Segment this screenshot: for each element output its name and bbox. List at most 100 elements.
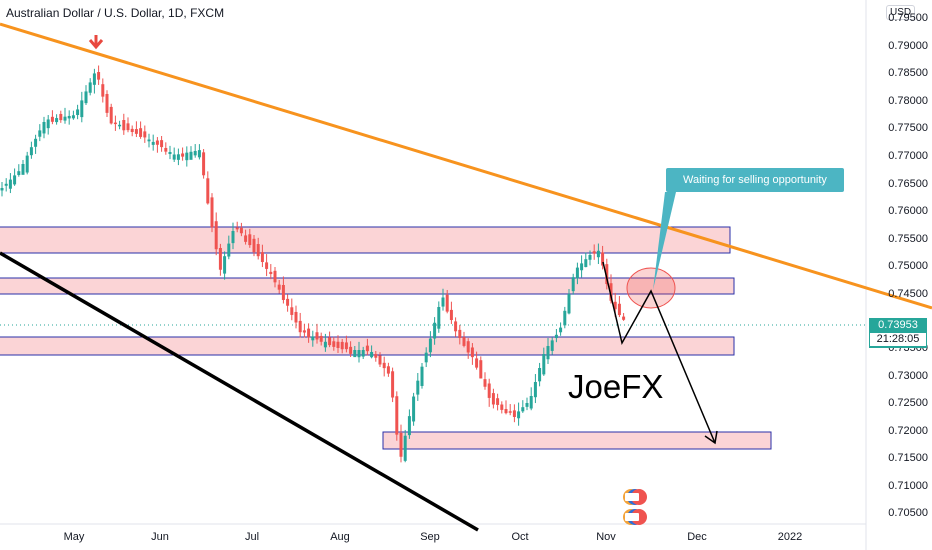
candle-body [302, 330, 306, 333]
candle-body [454, 321, 458, 332]
candle-body [483, 379, 487, 387]
candle-body [601, 252, 605, 266]
candle-body [458, 329, 462, 339]
projection-arrowhead [704, 430, 718, 445]
candle-body [181, 153, 185, 157]
highlight-circle[interactable] [626, 267, 676, 309]
price-axis-label: 0.75000 [888, 260, 928, 272]
candle-body [328, 337, 332, 346]
candle-body [97, 72, 101, 80]
candle-body [29, 147, 33, 156]
time-axis-label: 2022 [777, 531, 803, 543]
candle-body [63, 116, 67, 121]
candle-body [466, 341, 470, 353]
candle-body [416, 380, 420, 395]
price-axis-label: 0.72000 [888, 425, 928, 437]
candle-body [189, 151, 193, 160]
candle-body [147, 139, 151, 142]
candle-body [525, 403, 529, 407]
candle-body [290, 307, 294, 315]
candle-body [269, 271, 273, 275]
candle-body [227, 243, 231, 257]
resistance-zone-lower[interactable] [0, 277, 735, 295]
price-axis-label: 0.74500 [888, 288, 928, 300]
price-axis-label: 0.79500 [888, 12, 928, 24]
candle-body [386, 366, 390, 374]
candle-body [609, 283, 613, 301]
candle-body [395, 396, 399, 435]
candle-body [122, 120, 126, 131]
candle-body [231, 231, 235, 244]
candle-body [617, 303, 621, 316]
time-axis-label: May [63, 531, 85, 543]
candle-body [521, 407, 525, 412]
candle-body [399, 432, 403, 457]
candle-body [315, 332, 319, 340]
candle-body [491, 393, 495, 405]
candle-body [176, 154, 180, 160]
candle-body [235, 227, 239, 230]
candle-body [487, 383, 491, 398]
candle-body [46, 119, 50, 129]
candle-body [210, 197, 214, 228]
currency-button[interactable]: USD [886, 5, 916, 20]
price-axis-label: 0.78500 [888, 67, 928, 79]
callout-box[interactable]: Waiting for selling opportunity [666, 168, 844, 192]
candle-body [508, 411, 512, 413]
price-axis-label: 0.75500 [888, 233, 928, 245]
candle-body [155, 140, 159, 145]
candle-body [378, 355, 382, 365]
candle-body [445, 294, 449, 312]
orange-trendline[interactable] [0, 22, 932, 310]
candle-body [59, 113, 63, 121]
candle-body [542, 354, 546, 375]
current-price-value: 0.73953 [878, 319, 918, 331]
price-axis-label: 0.71000 [888, 480, 928, 492]
candle-body [332, 341, 336, 347]
candle-body [349, 346, 353, 354]
candle-body [126, 123, 130, 131]
candle-body [412, 396, 416, 422]
candle-body [475, 358, 479, 368]
candle-body [517, 411, 521, 419]
time-axis-label: Jul [244, 531, 260, 543]
candle-body [479, 360, 483, 379]
resistance-zone-upper[interactable] [0, 226, 731, 254]
candle-body [298, 320, 302, 333]
candle-body [580, 263, 584, 271]
candle-body [277, 284, 281, 290]
candle-body [281, 284, 285, 300]
candle-body [34, 138, 38, 147]
candle-body [239, 227, 243, 234]
candle-body [353, 350, 357, 358]
target-zone[interactable] [382, 431, 772, 450]
time-axis-label: Aug [330, 531, 350, 543]
candle-body [336, 341, 340, 348]
price-axis-label: 0.77000 [888, 150, 928, 162]
candle-body [613, 301, 617, 310]
black-trendline[interactable] [0, 251, 479, 532]
candle-body [546, 346, 550, 360]
projection-path[interactable] [602, 261, 716, 444]
time-axis-label: Oct [511, 531, 529, 543]
candle-body [433, 322, 437, 339]
candle-body [202, 152, 206, 176]
candle-body [168, 152, 172, 155]
candle-body [273, 270, 277, 283]
candle-body [449, 309, 453, 321]
candlestick-series [0, 65, 626, 463]
candle-body [357, 350, 361, 358]
candle-body [567, 294, 571, 314]
candle-body [17, 171, 21, 175]
red-down-arrow-icon [88, 35, 104, 50]
candle-body [105, 93, 109, 113]
callout-pointer [653, 192, 676, 290]
candle-body [151, 141, 155, 145]
candle-body [265, 262, 269, 269]
time-axis-label: Dec [687, 531, 707, 543]
time-axis-label: Jun [151, 531, 169, 543]
candle-body [206, 178, 210, 204]
candle-body [374, 354, 378, 358]
